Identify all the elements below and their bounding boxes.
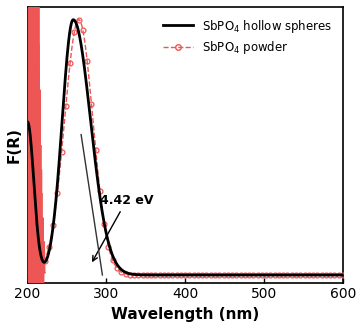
Y-axis label: F(R): F(R) [7, 127, 22, 163]
Text: 4.42 eV: 4.42 eV [93, 193, 154, 261]
Legend: SbPO$_4$ hollow spheres, SbPO$_4$ powder: SbPO$_4$ hollow spheres, SbPO$_4$ powder [158, 13, 337, 61]
X-axis label: Wavelength (nm): Wavelength (nm) [111, 307, 259, 322]
